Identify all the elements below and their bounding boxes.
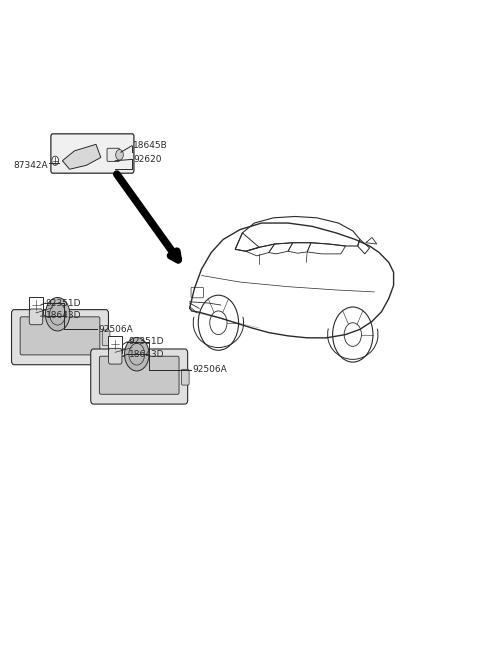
FancyBboxPatch shape [108,348,122,364]
Text: 92506A: 92506A [192,365,227,375]
Text: 18643D: 18643D [46,311,81,320]
Circle shape [45,297,70,331]
Text: 92351D: 92351D [129,337,164,346]
FancyBboxPatch shape [99,356,179,394]
Text: 92351D: 92351D [46,298,81,308]
FancyBboxPatch shape [108,336,122,353]
Circle shape [116,150,123,160]
FancyBboxPatch shape [107,148,120,161]
Text: 87342A: 87342A [13,161,48,170]
Circle shape [124,337,149,371]
FancyBboxPatch shape [20,317,100,355]
Text: 18643D: 18643D [129,350,164,359]
Polygon shape [62,144,101,169]
Text: 92506A: 92506A [98,325,133,334]
Text: 18645B: 18645B [133,141,168,150]
FancyBboxPatch shape [51,134,134,173]
FancyBboxPatch shape [181,369,189,385]
FancyBboxPatch shape [29,297,43,314]
FancyBboxPatch shape [91,349,188,404]
FancyBboxPatch shape [102,330,110,346]
Text: 92620: 92620 [133,155,162,164]
FancyBboxPatch shape [29,309,43,325]
Circle shape [52,156,59,165]
FancyBboxPatch shape [12,310,108,365]
